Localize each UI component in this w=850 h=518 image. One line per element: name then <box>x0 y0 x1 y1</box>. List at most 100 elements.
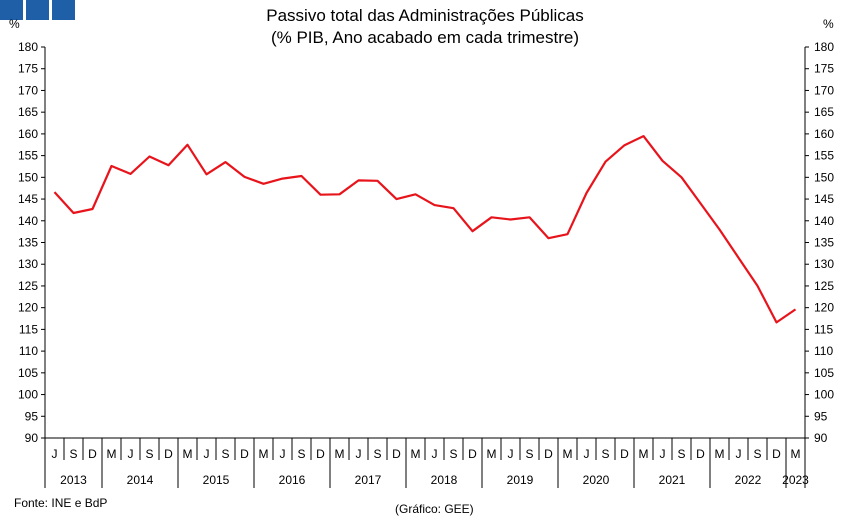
left-axis-unit: % <box>9 17 20 31</box>
y-tick-label-right: 140 <box>814 214 834 228</box>
quarter-label: J <box>356 447 362 461</box>
y-tick-label-right: 115 <box>814 322 833 336</box>
quarter-label: S <box>373 447 381 461</box>
quarter-label: M <box>715 447 725 461</box>
quarter-label: J <box>584 447 590 461</box>
y-tick-label-right: 180 <box>814 40 834 54</box>
quarter-label: S <box>221 447 229 461</box>
year-label: 2023 <box>782 473 809 487</box>
chart-title-line1: Passivo total das Administrações Pública… <box>266 6 584 25</box>
year-label: 2016 <box>279 473 306 487</box>
y-tick-label-right: 160 <box>814 127 834 141</box>
chart-title-line2: (% PIB, Ano acabado em cada trimestre) <box>270 28 580 47</box>
quarter-label: D <box>164 447 173 461</box>
quarter-label: J <box>432 447 438 461</box>
quarter-label: S <box>525 447 533 461</box>
quarter-label: J <box>204 447 210 461</box>
y-tick-label-right: 170 <box>814 83 834 97</box>
y-tick-label-left: 170 <box>18 83 38 97</box>
y-tick-label-right: 125 <box>814 279 834 293</box>
y-tick-label-left: 140 <box>18 214 38 228</box>
y-tick-label-right: 100 <box>814 388 834 402</box>
y-tick-label-left: 100 <box>18 388 38 402</box>
year-label: 2019 <box>507 473 534 487</box>
quarter-label: J <box>660 447 666 461</box>
y-tick-label-left: 105 <box>18 366 38 380</box>
quarter-label: D <box>544 447 553 461</box>
quarter-label: D <box>696 447 705 461</box>
quarter-label: M <box>639 447 649 461</box>
quarter-label: J <box>280 447 286 461</box>
quarter-label: S <box>297 447 305 461</box>
y-tick-label-left: 180 <box>18 40 38 54</box>
year-label: 2021 <box>659 473 686 487</box>
quarter-label: D <box>392 447 401 461</box>
quarter-label: M <box>335 447 345 461</box>
quarter-label: D <box>468 447 477 461</box>
y-tick-label-left: 160 <box>18 127 38 141</box>
source-note: Fonte: INE e BdP <box>14 496 108 510</box>
year-label: 2015 <box>203 473 230 487</box>
y-tick-label-right: 155 <box>814 149 834 163</box>
y-tick-label-right: 110 <box>814 344 833 358</box>
year-label: 2014 <box>127 473 154 487</box>
y-tick-label-left: 155 <box>18 149 38 163</box>
series-line <box>53 135 797 324</box>
year-label: 2020 <box>583 473 610 487</box>
right-axis-unit: % <box>823 17 834 31</box>
gee-logo <box>0 0 75 20</box>
quarter-label: J <box>508 447 514 461</box>
y-tick-label-left: 90 <box>25 431 39 445</box>
chart-credit: (Gráfico: GEE) <box>395 502 474 516</box>
year-label: 2017 <box>355 473 382 487</box>
chart-title: Passivo total das Administrações Pública… <box>0 5 850 49</box>
y-tick-label-left: 125 <box>18 279 38 293</box>
year-label: 2018 <box>431 473 458 487</box>
y-tick-label-left: 175 <box>18 62 38 76</box>
quarter-label: M <box>259 447 269 461</box>
quarter-label: D <box>88 447 97 461</box>
y-tick-label-right: 175 <box>814 62 834 76</box>
quarter-label: D <box>620 447 629 461</box>
logo-square-icon <box>0 0 23 20</box>
quarter-label: S <box>449 447 457 461</box>
y-tick-label-left: 150 <box>18 170 38 184</box>
y-tick-label-right: 105 <box>814 366 834 380</box>
quarter-label: S <box>69 447 77 461</box>
year-label: 2013 <box>60 473 87 487</box>
y-tick-label-left: 165 <box>18 105 38 119</box>
y-tick-label-left: 145 <box>18 192 38 206</box>
y-tick-label-left: 135 <box>18 236 38 250</box>
quarter-label: S <box>145 447 153 461</box>
quarter-label: D <box>240 447 249 461</box>
quarter-label: M <box>563 447 573 461</box>
y-tick-label-left: 110 <box>19 344 38 358</box>
quarter-label: M <box>487 447 497 461</box>
quarter-label: S <box>677 447 685 461</box>
logo-square-icon <box>52 0 75 20</box>
quarter-label: S <box>601 447 609 461</box>
y-tick-label-right: 95 <box>814 409 828 423</box>
y-tick-label-left: 120 <box>18 301 38 315</box>
y-tick-label-right: 90 <box>814 431 828 445</box>
y-tick-label-right: 120 <box>814 301 834 315</box>
y-tick-label-left: 130 <box>18 257 38 271</box>
y-tick-label-right: 135 <box>814 236 834 250</box>
quarter-label: M <box>183 447 193 461</box>
quarter-label: M <box>411 447 421 461</box>
y-tick-label-right: 130 <box>814 257 834 271</box>
y-tick-label-left: 95 <box>25 409 39 423</box>
y-tick-label-right: 165 <box>814 105 834 119</box>
quarter-label: J <box>736 447 742 461</box>
y-tick-label-right: 150 <box>814 170 834 184</box>
quarter-label: D <box>772 447 781 461</box>
year-label: 2022 <box>735 473 762 487</box>
quarter-label: J <box>128 447 134 461</box>
y-tick-label-right: 145 <box>814 192 834 206</box>
quarter-label: D <box>316 447 325 461</box>
quarter-label: M <box>791 447 801 461</box>
quarter-label: S <box>753 447 761 461</box>
logo-square-icon <box>26 0 49 20</box>
quarter-label: J <box>52 447 58 461</box>
